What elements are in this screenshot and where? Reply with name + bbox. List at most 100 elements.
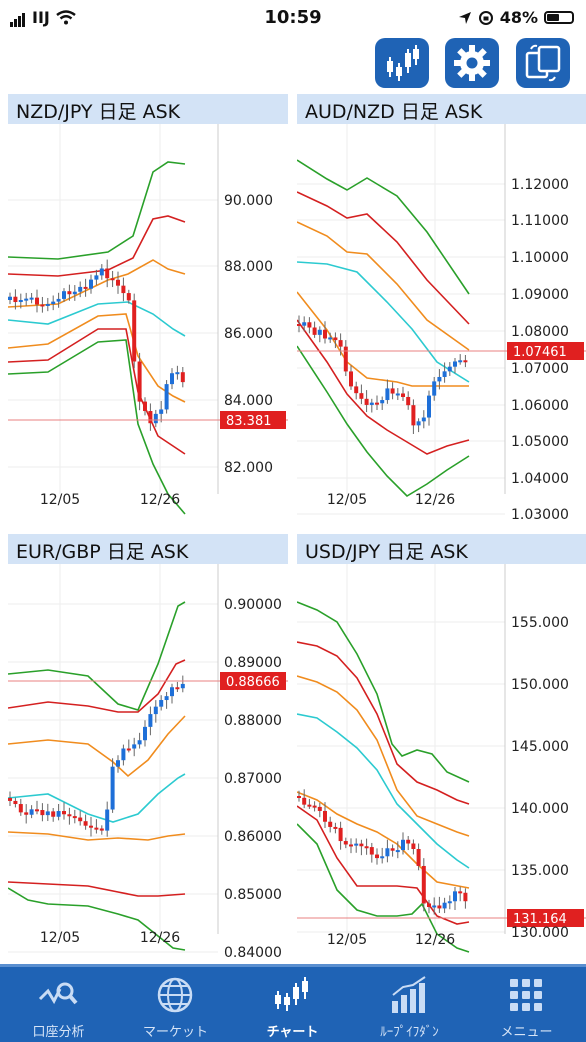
- candle-body: [364, 398, 369, 405]
- candle-body: [380, 400, 385, 404]
- candle-body: [51, 301, 56, 304]
- tab-menu[interactable]: メニュー: [468, 967, 585, 1042]
- candle-body: [78, 286, 83, 292]
- candle-body: [153, 413, 158, 424]
- candle-body: [132, 300, 137, 362]
- candle-body: [302, 322, 307, 326]
- bollinger-upper-1sigma: [297, 221, 470, 351]
- candle-body: [312, 327, 317, 335]
- candle-body: [94, 275, 99, 280]
- bollinger-upper-2sigma: [8, 659, 186, 713]
- candle-body: [307, 322, 312, 328]
- candle-body: [354, 386, 359, 394]
- candle-body: [364, 846, 369, 849]
- candle-body: [89, 279, 93, 289]
- candle-body: [338, 340, 343, 347]
- candle-body: [24, 812, 29, 815]
- current-price-tag: [507, 909, 584, 927]
- tab-market[interactable]: マーケット: [117, 967, 234, 1042]
- y-tick-label: 1.03000: [511, 507, 569, 520]
- candle-body: [83, 821, 88, 826]
- bollinger-lower-2sigma: [297, 805, 470, 925]
- candle-body: [105, 809, 110, 831]
- settings-button[interactable]: [445, 38, 499, 88]
- candle-body: [323, 810, 327, 822]
- candle-body: [8, 296, 12, 300]
- x-tick-label: 12/05: [327, 492, 367, 508]
- candle-body: [51, 811, 56, 817]
- candle-body: [401, 839, 405, 851]
- candle-body: [416, 849, 421, 866]
- tab-label: ﾙｰﾌﾟｲﾌﾀﾞﾝ: [380, 1025, 439, 1040]
- current-price-tag: [220, 411, 286, 429]
- candle-body: [105, 268, 110, 279]
- candle-body: [343, 346, 348, 372]
- candle-body: [45, 303, 50, 306]
- candle-body: [94, 827, 99, 830]
- chart-type-button[interactable]: [375, 38, 429, 88]
- candle-body: [18, 804, 23, 813]
- bollinger-upper-2sigma: [297, 641, 470, 805]
- bollinger-upper-1sigma: [8, 259, 186, 308]
- y-tick-label: 145.000: [511, 739, 569, 755]
- candle-body: [406, 839, 411, 844]
- candle-body: [297, 796, 301, 798]
- candle-body: [401, 393, 405, 397]
- x-tick-label: 12/05: [40, 492, 80, 508]
- candle-body: [369, 847, 374, 855]
- candle-body: [116, 279, 120, 286]
- chart-panel-audnzd[interactable]: AUD/NZD 日足 ASK 1.07461 1.12000 1.11000 1.10…: [297, 94, 586, 520]
- battery-percent: 48%: [499, 8, 538, 27]
- y-tick-label: 130.000: [511, 925, 569, 941]
- candle-body: [427, 903, 431, 908]
- rotate-device-icon: [525, 44, 561, 82]
- candle-body: [375, 854, 379, 859]
- candle-body: [411, 405, 416, 426]
- bollinger-upper-2sigma: [297, 191, 470, 325]
- tab-chart[interactable]: チャート: [234, 967, 351, 1042]
- y-tick-label: 155.000: [511, 615, 569, 631]
- panel-title: AUD/NZD 日足 ASK: [305, 101, 483, 123]
- y-tick-label: 90.000: [224, 193, 273, 209]
- candle-body: [453, 361, 457, 367]
- candle-body: [35, 809, 39, 812]
- candle-body: [153, 706, 158, 715]
- candle-body: [406, 396, 411, 406]
- y-tick-label: 1.09000: [511, 287, 569, 303]
- tab-account-analysis[interactable]: 口座分析: [0, 967, 117, 1042]
- candle-body: [164, 696, 169, 701]
- chart-panel-usdjpy[interactable]: USD/JPY 日足 ASK 131.164 155.000 150.000 145.…: [297, 534, 586, 960]
- candle-body: [18, 300, 23, 303]
- y-tick-label: 86.000: [224, 326, 273, 342]
- candle-body: [437, 905, 442, 909]
- candle-body: [317, 806, 322, 811]
- chart-panel-nzdjpy[interactable]: NZD/JPY 日足 ASK 83.381 90.000 88.000 86.000 8…: [8, 94, 288, 520]
- x-tick-label: 12/26: [140, 930, 180, 946]
- y-tick-label: 0.90000: [224, 597, 282, 613]
- candle-body: [349, 844, 353, 847]
- gear-icon: [454, 45, 490, 81]
- candle-body: [116, 760, 120, 767]
- candle-body: [453, 891, 457, 902]
- location-arrow-icon: [458, 11, 471, 24]
- tab-loop-ifdone[interactable]: ﾙｰﾌﾟｲﾌﾀﾞﾝ: [351, 967, 468, 1042]
- candle-body: [8, 798, 12, 801]
- bollinger-lower-1sigma: [8, 831, 186, 841]
- x-tick-label: 12/26: [140, 492, 180, 508]
- chart-panel-eurgbp[interactable]: EUR/GBP 日足 ASK 0.88666 0.90000 0.89000 0.88…: [8, 534, 288, 960]
- candle-body: [385, 388, 390, 401]
- candle-body: [427, 395, 431, 418]
- bollinger-lower-3sigma: [297, 345, 470, 498]
- candle-body: [333, 337, 338, 341]
- candle-body: [369, 402, 374, 405]
- candle-body: [375, 402, 379, 405]
- y-tick-label: 1.12000: [511, 177, 569, 193]
- candle-body: [395, 393, 400, 396]
- bollinger-upper-2sigma: [8, 215, 186, 277]
- candle-body: [180, 372, 185, 383]
- candle-body: [312, 805, 317, 808]
- candle-body: [72, 816, 77, 819]
- rotate-layout-button[interactable]: [516, 38, 570, 88]
- current-price-label: 0.88666: [226, 675, 280, 690]
- candle-body: [56, 811, 61, 817]
